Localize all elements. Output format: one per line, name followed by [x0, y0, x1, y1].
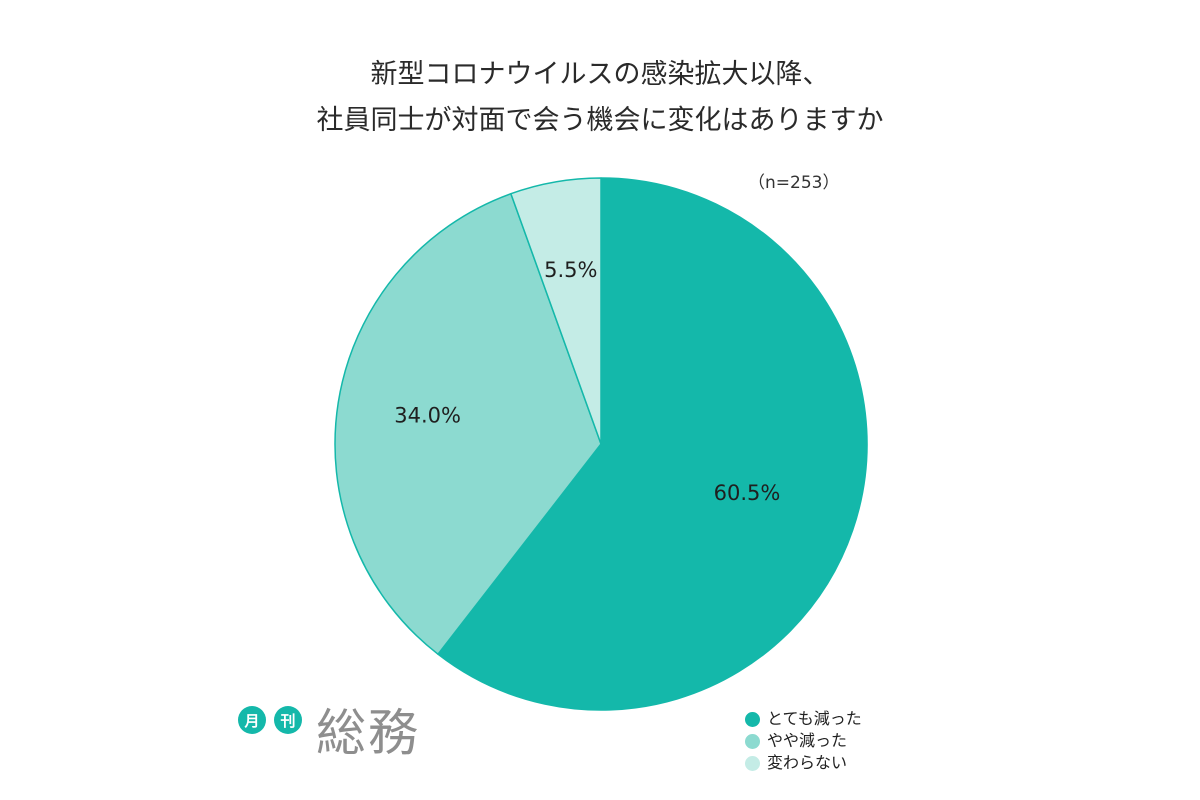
pie-slice-label-3: 5.5% [544, 258, 597, 282]
chart-legend: とても減った やや減った変わらない [745, 708, 862, 774]
pie-slice-3 [510, 177, 602, 445]
legend-item: やや減った [745, 730, 862, 752]
logo-wordmark: 総務 [316, 704, 420, 762]
chart-title: 新型コロナウイルスの感染拡大以降、 社員同士が対面で会う機会に変化はありますか [0, 52, 1200, 144]
legend-item: 変わらない [745, 752, 862, 774]
chart-title-line2: 社員同士が対面で会う機会に変化はありますか [316, 105, 884, 136]
legend-label: 変わらない [767, 753, 848, 772]
legend-swatch [745, 733, 760, 749]
pie-slice-label-2: 34.0% [394, 404, 461, 428]
legend-swatch [745, 755, 760, 771]
legend-swatch [745, 711, 760, 727]
sample-size-label: （n=253） [748, 173, 840, 193]
publisher-logo: 月 刊 総務 [238, 694, 420, 764]
chart-title-line1: 新型コロナウイルスの感染拡大以降、 [370, 59, 830, 90]
pie-slice-2 [334, 192, 602, 655]
legend-item: とても減った [745, 708, 862, 730]
legend-label: とても減った [767, 709, 862, 728]
logo-badge-kan: 刊 [274, 706, 302, 734]
logo-badge-tsuki: 月 [238, 706, 266, 734]
pie-slice-1 [437, 177, 868, 711]
legend-label: やや減った [767, 731, 848, 750]
pie-slice-label-1: 60.5% [714, 481, 781, 505]
